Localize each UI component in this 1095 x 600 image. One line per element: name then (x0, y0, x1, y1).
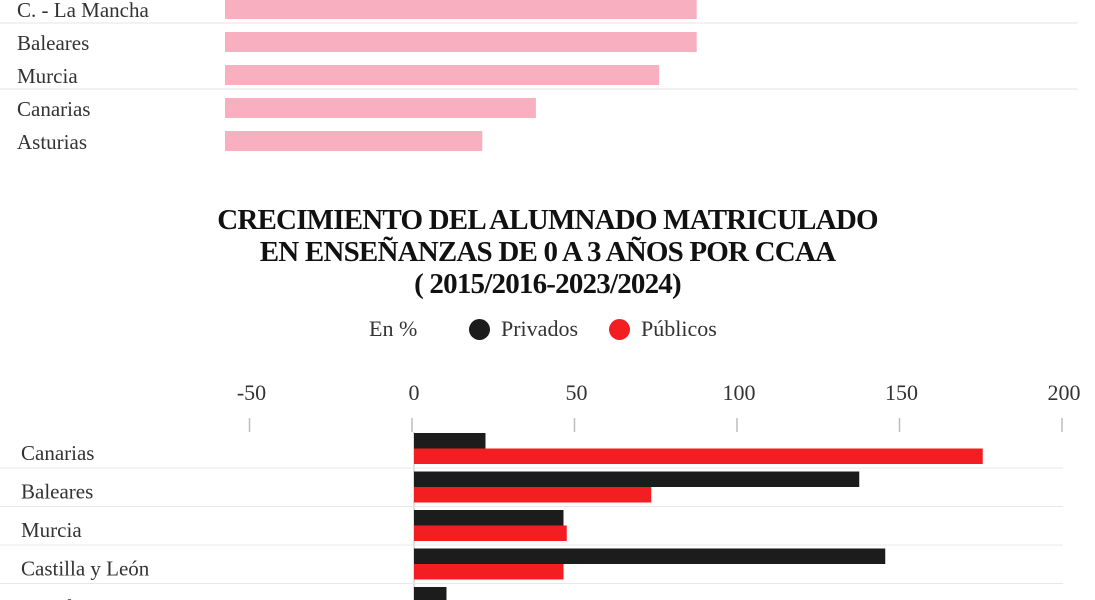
bar-privados (414, 548, 886, 564)
legend-label: Públicos (641, 316, 717, 341)
bar-privados (414, 471, 860, 487)
category-label: C. - La Mancha (17, 0, 149, 22)
bar-p-blicos (414, 487, 652, 503)
legend-swatch-publicos (609, 318, 630, 340)
legend-swatch-privados (469, 318, 490, 340)
bar-privados (414, 587, 447, 600)
x-tick-label: -50 (237, 380, 266, 405)
top-bar-chart: C. - La Mancha Baleares Murcia Canarias Astu… (0, 0, 1078, 154)
unit-label: En % (369, 316, 418, 341)
chart-title-line: CRECIMIENTO DEL ALUMNADO MATRICULADO (217, 204, 878, 236)
category-label: C. Valenciana (21, 595, 138, 600)
category-label: Murcia (17, 64, 78, 88)
x-tick-label: 0 (409, 380, 420, 405)
bar-canarias (225, 98, 536, 118)
x-tick-label: 200 (1048, 380, 1081, 405)
bar-p-blicos (414, 525, 567, 541)
chart-title-line: ( 2015/2016-2023/2024) (414, 268, 682, 300)
category-label: Canarias (21, 441, 94, 465)
bar-p-blicos (414, 448, 983, 464)
legend-item-publicos: Públicos (609, 316, 717, 342)
bar-privados (414, 510, 564, 526)
bar-p-blicos (414, 564, 564, 580)
bar-murcia (225, 65, 660, 85)
category-label: Castilla y León (21, 557, 150, 581)
bar-baleares (225, 32, 697, 52)
bar-c-la-mancha (225, 0, 697, 19)
bar-privados (414, 433, 486, 449)
x-tick-label: 100 (723, 380, 756, 405)
category-label: Asturias (17, 130, 87, 154)
category-label: Canarias (17, 97, 90, 121)
chart-title: CRECIMIENTO DEL ALUMNADO MATRICULADO EN … (0, 204, 1095, 300)
legend-item-privados: Privados (469, 316, 578, 342)
category-label: Baleares (17, 31, 89, 55)
legend-label: Privados (501, 316, 578, 341)
x-tick-label: 150 (885, 380, 918, 405)
x-tick-label: 50 (566, 380, 588, 405)
category-label: Baleares (21, 480, 93, 504)
category-label: Murcia (21, 518, 82, 542)
bar-asturias (225, 131, 483, 151)
chart-title-line: EN ENSEÑANZAS DE 0 A 3 AÑOS POR CCAA (259, 236, 836, 268)
